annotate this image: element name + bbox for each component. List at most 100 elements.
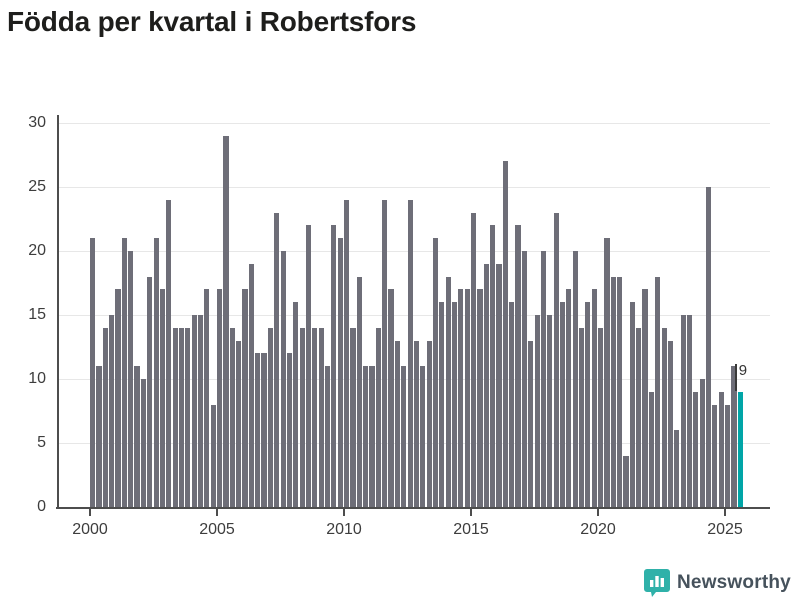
bar (312, 327, 318, 507)
bar (382, 199, 388, 507)
newsworthy-logo[interactable]: Newsworthy (644, 569, 791, 597)
bar (686, 315, 693, 507)
bar (648, 391, 654, 507)
bar (642, 289, 648, 507)
x-axis-tick (89, 509, 91, 516)
bar (229, 327, 235, 507)
y-gridline (57, 123, 770, 124)
bar (591, 289, 597, 507)
bar (248, 263, 254, 507)
bar (426, 340, 432, 507)
bar (153, 238, 159, 507)
bar (540, 251, 547, 507)
bar (394, 340, 400, 507)
bar (655, 276, 661, 507)
bar (534, 315, 540, 507)
bar (388, 289, 394, 507)
bar (502, 161, 508, 507)
bar (217, 289, 223, 507)
y-axis-tick-label: 25 (28, 178, 46, 195)
y-gridline (57, 187, 770, 188)
y-axis-tick-label: 15 (28, 306, 46, 323)
bar (471, 212, 477, 507)
y-gridline (57, 443, 770, 444)
y-axis-tick-label: 30 (28, 114, 46, 131)
bar (344, 199, 350, 507)
bar (324, 366, 331, 507)
bar (121, 238, 127, 507)
bar (90, 238, 96, 507)
bar (585, 302, 591, 507)
bar (693, 391, 699, 507)
bar (274, 212, 280, 507)
bar (178, 327, 185, 507)
bar (674, 430, 680, 507)
x-axis-tick (597, 509, 599, 516)
bar (140, 379, 146, 507)
bar (566, 289, 572, 507)
bar (128, 251, 134, 507)
bar (159, 289, 166, 507)
bar (547, 315, 553, 507)
x-axis-line (56, 507, 770, 509)
y-axis-line (57, 115, 59, 509)
bar (197, 315, 204, 507)
bar (604, 238, 610, 507)
bar (185, 327, 191, 507)
bar (236, 340, 242, 507)
newsworthy-wordmark: Newsworthy (677, 572, 791, 593)
bar (725, 404, 731, 507)
highlighted-bar-value-label: 9 (738, 361, 748, 379)
bar (464, 289, 470, 507)
bar (223, 135, 229, 507)
bar (166, 199, 172, 507)
bar (483, 263, 489, 507)
newsworthy-bar-chart-icon (644, 569, 670, 597)
x-axis-tick (724, 509, 726, 516)
bar (680, 315, 686, 507)
x-axis-tick-label: 2025 (707, 521, 743, 538)
y-axis-tick-label: 5 (37, 434, 46, 451)
bar (280, 251, 286, 507)
bar (477, 289, 483, 507)
bar (369, 366, 375, 507)
bar (705, 187, 712, 507)
bar (731, 366, 737, 507)
bar (375, 327, 381, 507)
bar (636, 327, 642, 507)
bar (617, 276, 623, 507)
bar (445, 276, 451, 507)
highlighted-bar (737, 391, 743, 507)
x-axis-tick-label: 2000 (72, 521, 108, 538)
x-axis-tick (216, 509, 218, 516)
y-axis-tick-label: 20 (28, 242, 46, 259)
bar (331, 225, 337, 507)
bar (293, 302, 299, 507)
bar (204, 289, 210, 507)
x-axis-tick-label: 2020 (580, 521, 616, 538)
bar (363, 366, 369, 507)
bar (147, 276, 153, 507)
bar (451, 302, 458, 507)
bar (528, 340, 534, 507)
y-gridline (57, 251, 770, 252)
x-axis-tick (343, 509, 345, 516)
bar (115, 289, 121, 507)
chart-title: Födda per kvartal i Robertsfors (7, 6, 417, 37)
bar (407, 199, 413, 507)
bar (305, 225, 312, 507)
bar (261, 353, 267, 507)
bar (267, 327, 273, 507)
bar (350, 327, 356, 507)
bar (255, 353, 261, 507)
bar (401, 366, 407, 507)
bar (490, 225, 496, 507)
bar (458, 289, 464, 507)
bar (699, 379, 705, 507)
bar (109, 315, 115, 507)
bar (712, 404, 718, 507)
bar (553, 212, 559, 507)
value-label-leader (735, 363, 737, 391)
bar (509, 302, 515, 507)
